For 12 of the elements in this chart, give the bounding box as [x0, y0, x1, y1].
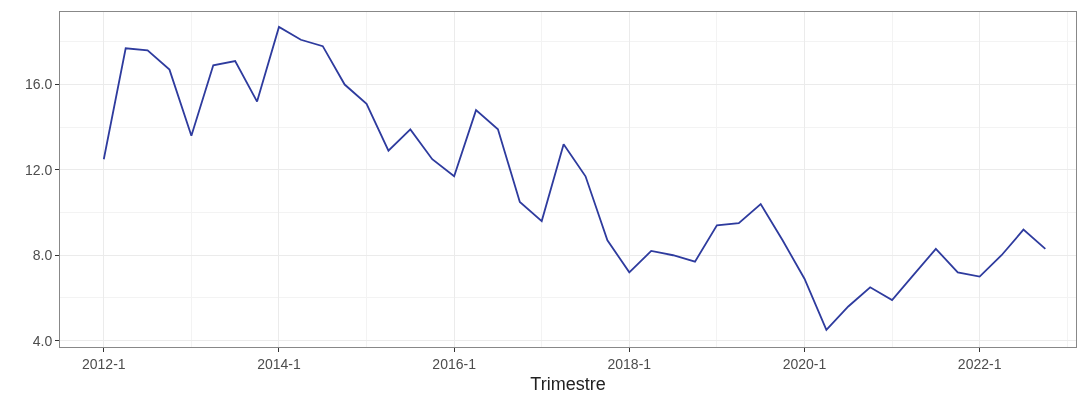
x-tick-label: 2018-1 — [607, 355, 652, 372]
line-series — [102, 26, 1047, 331]
y-tick-label: 4.0 — [32, 332, 53, 349]
x-tick-label: 2016-1 — [432, 355, 477, 372]
y-tick-label: 8.0 — [32, 247, 53, 264]
x-tick-label: 2022-1 — [957, 355, 1002, 372]
x-tick-label: 2014-1 — [257, 355, 301, 372]
x-tick-label: 2012-1 — [81, 355, 126, 372]
y-tick-label: 12.0 — [24, 161, 53, 178]
x-axis-title: Trimestre — [530, 373, 606, 394]
y-tick-label: 16.0 — [24, 76, 53, 93]
x-tick-label: 2020-1 — [782, 355, 827, 372]
